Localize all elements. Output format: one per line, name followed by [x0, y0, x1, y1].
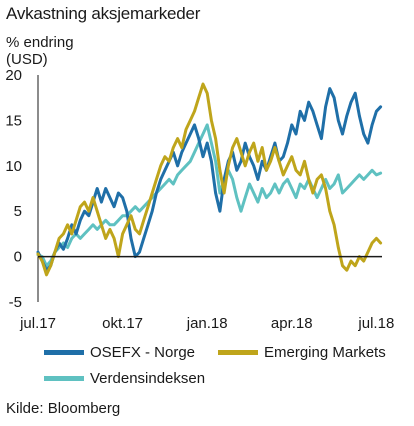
legend-swatch-emerging-markets	[218, 350, 258, 355]
legend-item-osefx: OSEFX - Norge	[44, 344, 195, 361]
x-tick-label: jul.18	[357, 315, 394, 332]
legend-label-emerging-markets: Emerging Markets	[264, 344, 386, 361]
legend-label-verdensindeksen: Verdensindeksen	[90, 370, 206, 387]
y-tick-label: 5	[14, 203, 22, 220]
series-line-emerging-markets	[36, 82, 383, 277]
legend-label-osefx: OSEFX - Norge	[90, 344, 196, 361]
y-tick-label: -5	[9, 294, 22, 311]
series-line-osefx	[36, 87, 383, 272]
y-tick-label: 15	[5, 112, 22, 129]
y-axis-label-line1: % endring	[6, 34, 74, 51]
legend-swatch-verdensindeksen	[44, 376, 84, 381]
x-tick-label: apr.18	[271, 315, 313, 332]
y-tick-label: 20	[5, 67, 22, 84]
y-axis-label-line2: (USD)	[6, 51, 48, 68]
y-tick-label: 0	[14, 249, 22, 266]
legend-swatch-osefx	[44, 350, 84, 355]
y-tick-label: 10	[5, 158, 22, 175]
source-note: Kilde: Bloomberg	[6, 400, 121, 417]
legend-item-emerging-markets: Emerging Markets	[218, 344, 386, 361]
chart-title: Avkastning aksjemarkeder	[6, 4, 201, 23]
x-tick-label: okt.17	[102, 315, 143, 332]
legend-item-verdensindeksen: Verdensindeksen	[44, 370, 205, 387]
x-tick-label: jul.17	[19, 315, 56, 332]
y-axis-label: % endring (USD)	[6, 34, 126, 68]
x-tick-label: jan.18	[186, 315, 228, 332]
